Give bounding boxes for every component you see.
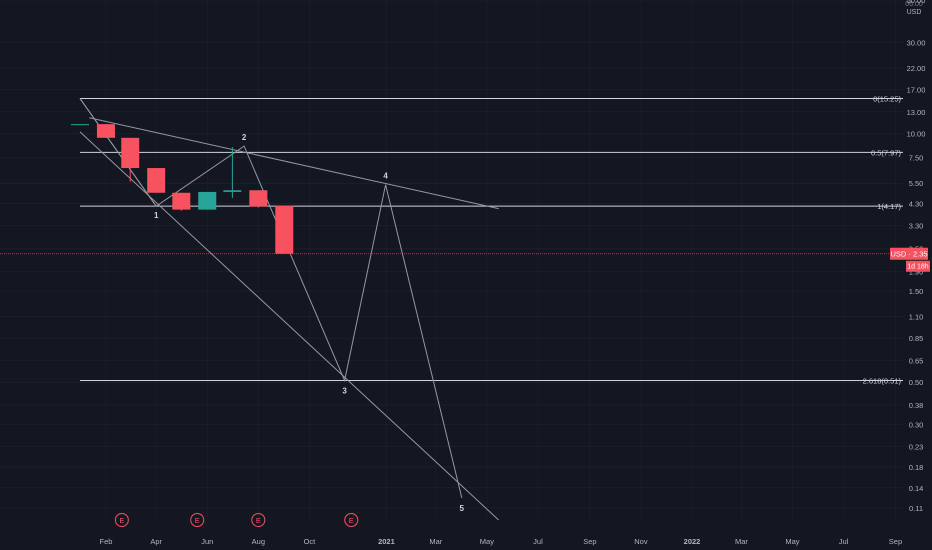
countdown-label: 1d 18h xyxy=(907,264,929,271)
grid-layer xyxy=(0,0,903,520)
fib-level-label: 0(15.25) xyxy=(873,95,901,104)
x-tick-label: Apr xyxy=(150,537,162,546)
candle-body[interactable] xyxy=(172,192,191,210)
y-tick-label: 1.10 xyxy=(909,313,924,322)
candle-body[interactable] xyxy=(249,190,268,207)
x-tick-label: Oct xyxy=(304,537,317,546)
candle-body[interactable] xyxy=(198,191,217,210)
wave-label: 5 xyxy=(460,504,465,513)
fib-level-label: 2.618(0.51) xyxy=(863,377,902,386)
x-tick-label: Jul xyxy=(839,537,849,546)
candle-body[interactable] xyxy=(147,168,166,193)
y-tick-label: 4.30 xyxy=(909,200,924,209)
earnings-marker[interactable] xyxy=(114,513,129,527)
y-tick-label: 5.50 xyxy=(909,179,924,188)
price-axis[interactable]: 06.00 USD 50.00 30.00 22.00 17.00 13.00 10.00… xyxy=(905,0,925,513)
x-tick-label: 2022 xyxy=(684,537,701,546)
y-tick-label: 30.00 xyxy=(907,38,926,47)
y-tick-label: 0.23 xyxy=(909,443,924,452)
currency-label: USD xyxy=(907,9,922,16)
x-tick-label: May xyxy=(785,537,799,546)
x-tick-label: 2021 xyxy=(378,537,395,546)
y-tick-label: 0.11 xyxy=(909,504,923,513)
earnings-marker-label: E xyxy=(195,516,200,525)
x-tick-label: Jun xyxy=(201,537,213,546)
fibonacci-levels[interactable]: 0(15.25) 0.5(7.97) 1(4.17) 2.618(0.51) xyxy=(80,95,903,386)
x-tick-label: Sep xyxy=(889,537,902,546)
y-tick-label: 0.85 xyxy=(909,334,924,343)
x-tick-label: Aug xyxy=(252,537,265,546)
currency-top-label: 06.00 xyxy=(905,1,923,8)
fib-level-label: 0.5(7.97) xyxy=(871,148,902,157)
y-tick-label: 10.00 xyxy=(907,130,926,139)
elliott-wave[interactable]: 1 2 3 4 5 xyxy=(79,98,465,513)
earnings-marker-label: E xyxy=(119,516,124,525)
wave-label: 1 xyxy=(154,211,159,220)
time-axis[interactable]: Feb Apr Jun Aug Oct 2021 Mar May Jul Sep Nov 2022 Ma… xyxy=(99,537,902,546)
wave-label: 2 xyxy=(242,133,247,142)
fib-level-label: 1(4.17) xyxy=(877,202,901,211)
last-price-marker: USD · 2.35 1d 18h xyxy=(0,247,930,272)
y-tick-label: 50.00 xyxy=(907,0,926,5)
y-tick-label: 0.30 xyxy=(909,421,924,430)
x-tick-label: Feb xyxy=(99,537,112,546)
x-tick-label: Sep xyxy=(583,537,596,546)
y-tick-label: 17.00 xyxy=(907,86,926,95)
earnings-marker-label: E xyxy=(256,516,261,525)
elliott-wave-path[interactable] xyxy=(79,98,463,499)
trend-line[interactable] xyxy=(89,117,499,210)
y-tick-label: 7.50 xyxy=(909,153,924,162)
candle-body[interactable] xyxy=(223,190,242,192)
candle-body[interactable] xyxy=(96,124,115,138)
wave-label: 3 xyxy=(342,387,347,396)
x-tick-label: Mar xyxy=(735,537,748,546)
last-price-label: USD · 2.35 xyxy=(890,250,927,259)
x-tick-label: Jul xyxy=(533,537,543,546)
earnings-marker[interactable] xyxy=(251,513,266,527)
x-tick-label: Mar xyxy=(429,537,442,546)
y-tick-label: 0.18 xyxy=(909,463,924,472)
earnings-marker[interactable] xyxy=(344,513,359,527)
y-tick-label: 0.50 xyxy=(909,378,924,387)
earnings-marker-label: E xyxy=(349,516,354,525)
countdown-badge xyxy=(906,260,930,272)
candle-body[interactable] xyxy=(71,124,89,126)
y-tick-label: 1.50 xyxy=(909,287,924,296)
x-tick-label: Nov xyxy=(634,537,648,546)
y-tick-label: 0.14 xyxy=(909,484,924,493)
y-tick-label: 3.30 xyxy=(909,222,924,231)
x-tick-label: May xyxy=(480,537,494,546)
y-tick-label: 1.90 xyxy=(909,267,924,276)
candles[interactable] xyxy=(71,124,294,254)
candle-body[interactable] xyxy=(121,137,140,169)
y-tick-label: 0.65 xyxy=(909,356,924,365)
candle-body[interactable] xyxy=(275,205,294,254)
wave-label: 4 xyxy=(383,172,388,181)
y-tick-label: 0.38 xyxy=(909,401,924,410)
y-tick-label: 13.00 xyxy=(907,108,926,117)
last-price-badge xyxy=(890,247,928,260)
y-tick-label: 22.00 xyxy=(907,64,926,73)
earnings-marker[interactable] xyxy=(190,513,205,527)
